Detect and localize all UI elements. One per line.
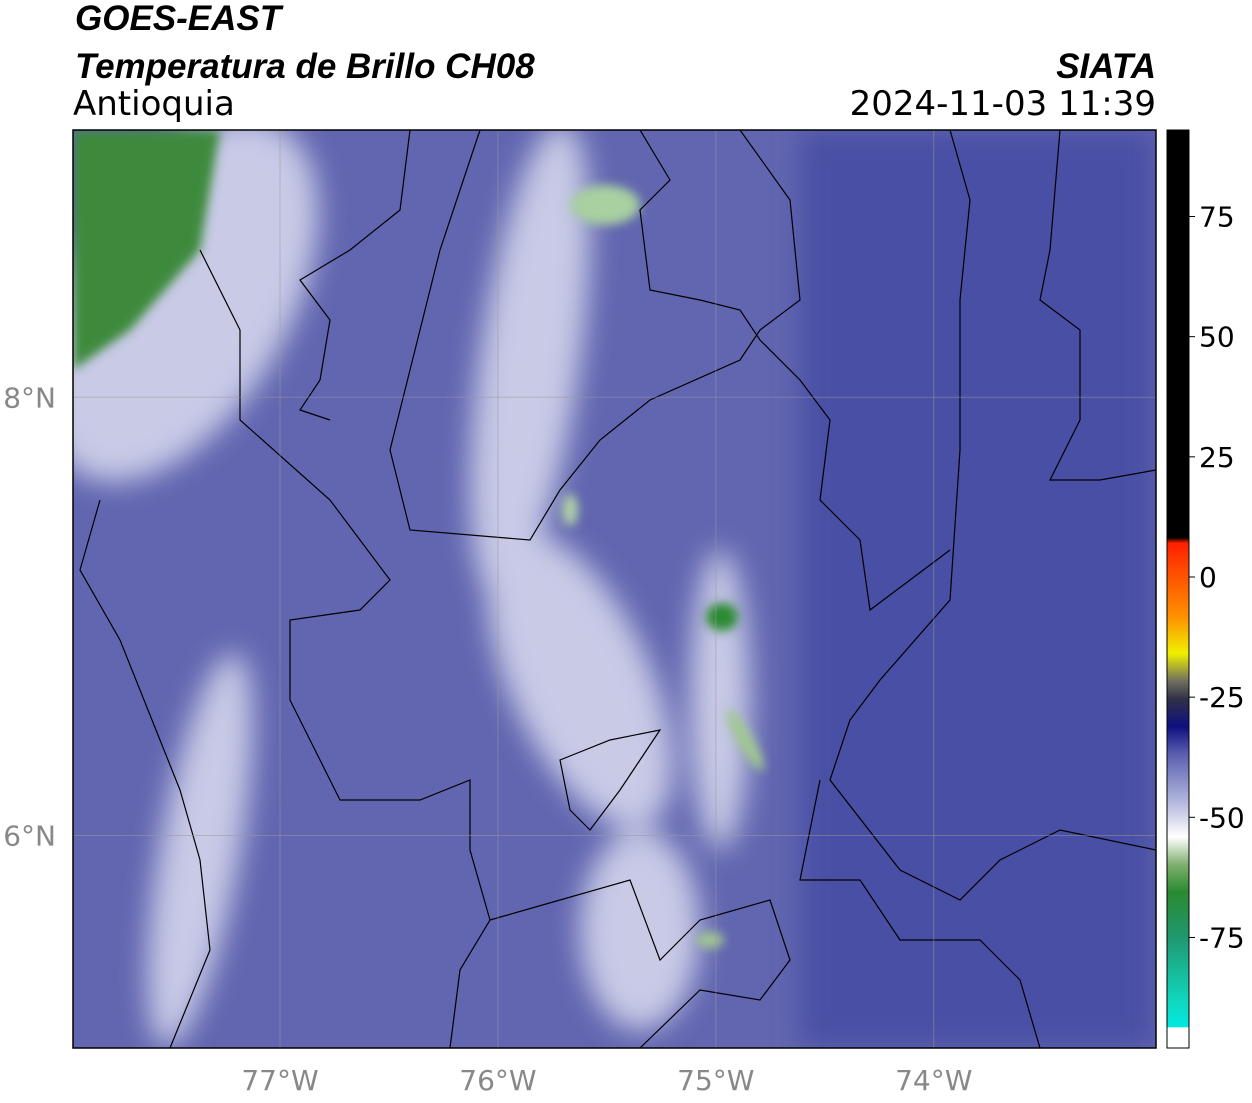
y-tick-label: 8°N	[3, 381, 56, 414]
title: GOES-EAST	[75, 0, 284, 38]
x-tick-label: 77°W	[241, 1064, 318, 1097]
region: Antioquia	[73, 84, 235, 124]
satellite-image	[73, 130, 1156, 1048]
grid	[73, 130, 1156, 1048]
colorbar-tick-label: -75	[1199, 921, 1245, 954]
x-tick-label: 75°W	[677, 1064, 754, 1097]
source: SIATA	[1056, 47, 1156, 86]
x-tick-label: 76°W	[459, 1064, 536, 1097]
subtitle: Temperatura de Brillo CH08	[75, 47, 535, 86]
colorbar-tick-label: 25	[1199, 441, 1235, 474]
x-tick-label: 74°W	[895, 1064, 972, 1097]
map-frame	[72, 129, 1157, 1049]
colorbar	[1166, 129, 1190, 1049]
colorbar-tick-label: 50	[1199, 321, 1235, 354]
y-tick-label: 6°N	[3, 819, 56, 852]
colorbar-tick-label: 0	[1199, 561, 1217, 594]
colorbar-tick-label: -25	[1199, 681, 1245, 714]
datetime: 2024-11-03 11:39	[850, 84, 1156, 124]
colorbar-tick-label: 75	[1199, 201, 1235, 234]
colorbar-tick-label: -50	[1199, 801, 1245, 834]
